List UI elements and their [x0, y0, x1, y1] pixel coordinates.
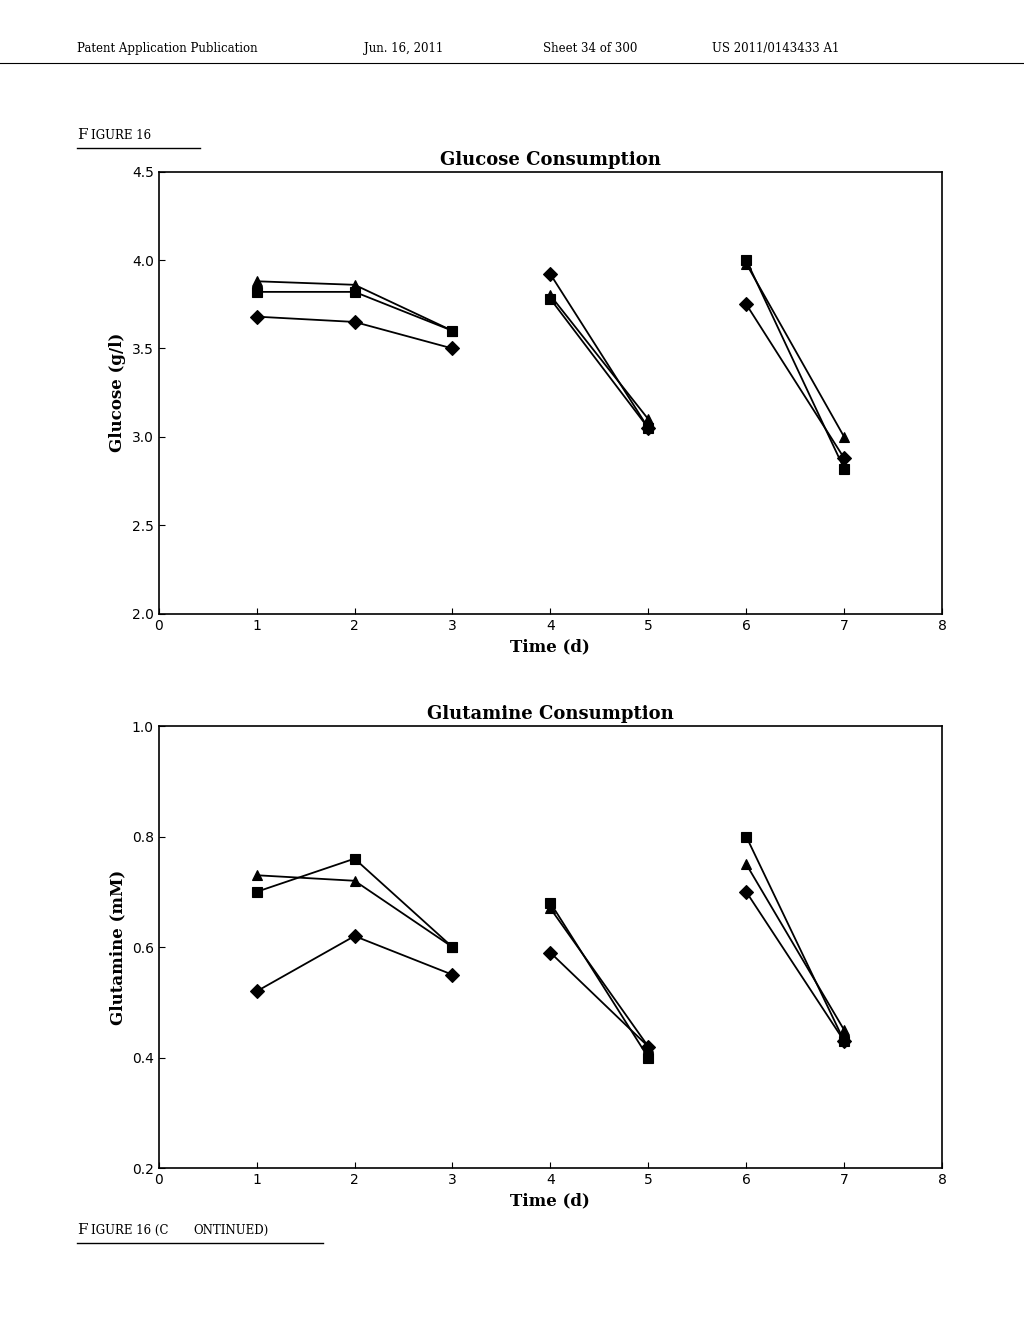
Text: US 2011/0143433 A1: US 2011/0143433 A1 — [712, 42, 839, 55]
Title: Glutamine Consumption: Glutamine Consumption — [427, 705, 674, 723]
X-axis label: Time (d): Time (d) — [510, 638, 591, 655]
Text: F: F — [77, 1224, 87, 1237]
Text: Patent Application Publication: Patent Application Publication — [77, 42, 257, 55]
Text: F: F — [77, 128, 87, 141]
Title: Glucose Consumption: Glucose Consumption — [440, 150, 660, 169]
Text: IGURE 16: IGURE 16 — [91, 128, 152, 141]
X-axis label: Time (d): Time (d) — [510, 1192, 591, 1209]
Text: Sheet 34 of 300: Sheet 34 of 300 — [543, 42, 637, 55]
Text: IGURE 16 (C: IGURE 16 (C — [91, 1224, 169, 1237]
Text: Jun. 16, 2011: Jun. 16, 2011 — [364, 42, 442, 55]
Y-axis label: Glutamine (mM): Glutamine (mM) — [110, 870, 126, 1024]
Y-axis label: Glucose (g/l): Glucose (g/l) — [110, 333, 126, 453]
Text: ONTINUED): ONTINUED) — [194, 1224, 268, 1237]
